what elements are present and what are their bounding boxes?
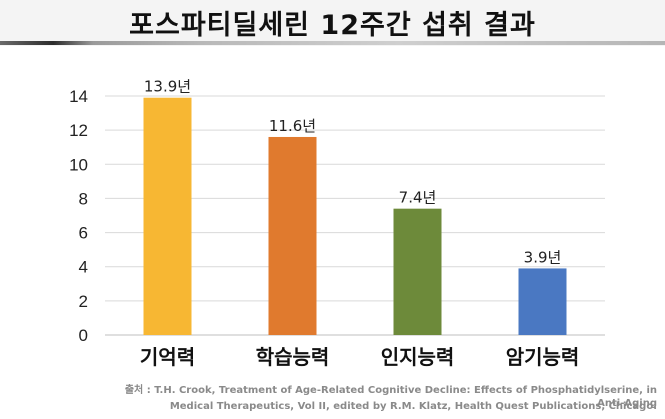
data-label-암기능력: 3.9년 bbox=[524, 248, 562, 266]
data-label-기억력: 13.9년 bbox=[144, 78, 191, 96]
y-tick-label-4: 4 bbox=[79, 258, 88, 277]
page-title: 포스파티딜세린 12주간 섭취 결과 bbox=[129, 10, 536, 41]
y-tick-label-8: 8 bbox=[79, 189, 88, 208]
category-label-기억력: 기억력 bbox=[140, 345, 195, 369]
source-citation-line-1: 출처 : T.H. Crook, Treatment of Age-Relate… bbox=[124, 385, 657, 409]
data-label-학습능력: 11.6년 bbox=[269, 117, 316, 135]
bar-기억력 bbox=[143, 97, 192, 335]
data-label-인지능력: 7.4년 bbox=[399, 189, 437, 207]
y-tick-label-14: 14 bbox=[69, 87, 88, 106]
y-tick-label-0: 0 bbox=[79, 326, 88, 345]
category-label-학습능력: 학습능력 bbox=[256, 345, 330, 369]
y-tick-label-12: 12 bbox=[69, 121, 88, 140]
source-citation-line-2: Medical Therapeutics, Vol II, edited by … bbox=[169, 401, 657, 412]
y-tick-label-6: 6 bbox=[79, 224, 88, 243]
y-tick-label-10: 10 bbox=[69, 155, 88, 174]
bar-암기능력 bbox=[518, 268, 567, 335]
category-label-인지능력: 인지능력 bbox=[381, 345, 455, 369]
bar-학습능력 bbox=[268, 136, 317, 335]
bar-인지능력 bbox=[393, 208, 442, 335]
category-label-암기능력: 암기능력 bbox=[506, 345, 580, 369]
y-tick-label-2: 2 bbox=[79, 292, 88, 311]
title-strip bbox=[0, 41, 665, 45]
title-bar bbox=[0, 0, 665, 46]
